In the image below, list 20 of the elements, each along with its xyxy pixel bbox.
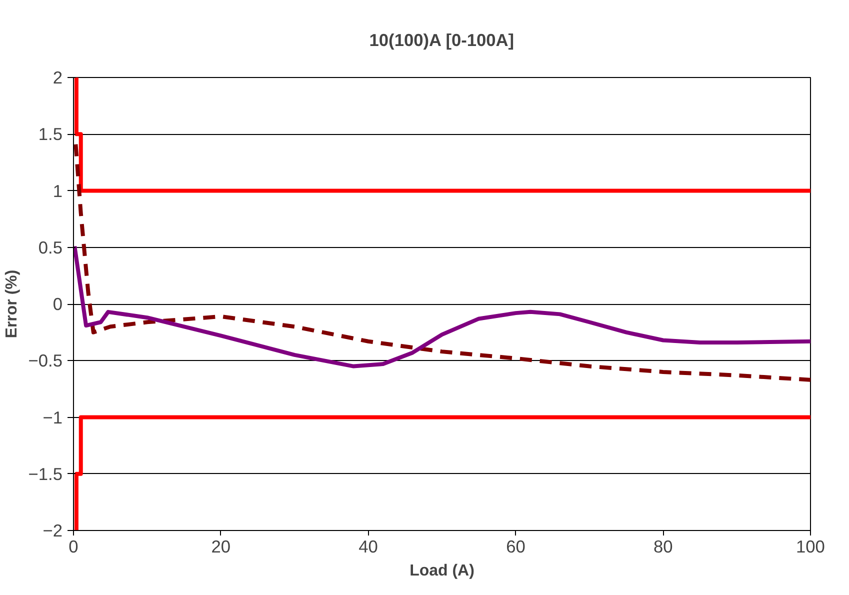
y-tick-label: −2 <box>42 520 63 540</box>
y-tick-label: 1.5 <box>38 124 63 144</box>
line-series <box>74 142 810 382</box>
y-tick-label: −1 <box>42 407 63 428</box>
y-axis-title: Error (%) <box>3 270 20 338</box>
x-tick-label: 20 <box>211 536 231 556</box>
x-tick-label: 60 <box>506 536 526 556</box>
y-tick-label: 2 <box>52 68 63 88</box>
x-axis-title: Load (A) <box>410 562 474 580</box>
line-series <box>74 244 810 368</box>
y-tick-label: 1 <box>52 180 63 201</box>
y-tick-label: 0 <box>52 294 63 314</box>
chart-title: 10(100)A [0-100A] <box>369 30 514 50</box>
x-tick-label: 40 <box>358 536 378 556</box>
y-tick-label: 0.5 <box>38 237 63 258</box>
y-tick-label: −0.5 <box>28 350 63 371</box>
x-tick-label: 0 <box>68 536 78 556</box>
x-tick-label: 100 <box>796 536 825 556</box>
x-tick-label: 80 <box>653 536 673 556</box>
y-tick-label: −1.5 <box>28 464 63 484</box>
